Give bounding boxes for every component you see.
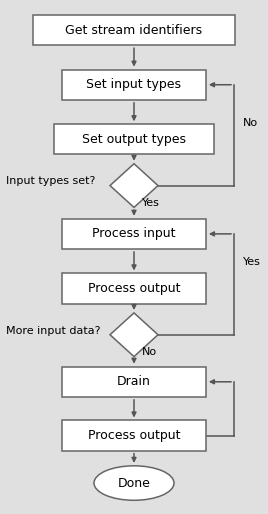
FancyBboxPatch shape	[62, 219, 206, 249]
FancyBboxPatch shape	[62, 273, 206, 304]
Ellipse shape	[94, 466, 174, 500]
Text: Done: Done	[118, 476, 150, 489]
Text: More input data?: More input data?	[6, 325, 100, 336]
Text: Set output types: Set output types	[82, 133, 186, 146]
Text: Set input types: Set input types	[87, 78, 181, 91]
Text: Process input: Process input	[92, 227, 176, 241]
Text: Drain: Drain	[117, 375, 151, 388]
FancyBboxPatch shape	[62, 69, 206, 100]
FancyBboxPatch shape	[33, 15, 235, 45]
Text: No: No	[243, 118, 258, 127]
Polygon shape	[110, 164, 158, 208]
FancyBboxPatch shape	[62, 366, 206, 397]
Text: Input types set?: Input types set?	[6, 176, 95, 187]
Text: Process output: Process output	[88, 429, 180, 442]
FancyBboxPatch shape	[54, 124, 214, 155]
Text: Process output: Process output	[88, 282, 180, 295]
Text: Yes: Yes	[243, 257, 261, 267]
Text: Get stream identifiers: Get stream identifiers	[65, 24, 203, 36]
Text: Yes: Yes	[142, 198, 160, 208]
FancyBboxPatch shape	[62, 420, 206, 451]
Text: No: No	[142, 347, 157, 357]
Polygon shape	[110, 313, 158, 357]
